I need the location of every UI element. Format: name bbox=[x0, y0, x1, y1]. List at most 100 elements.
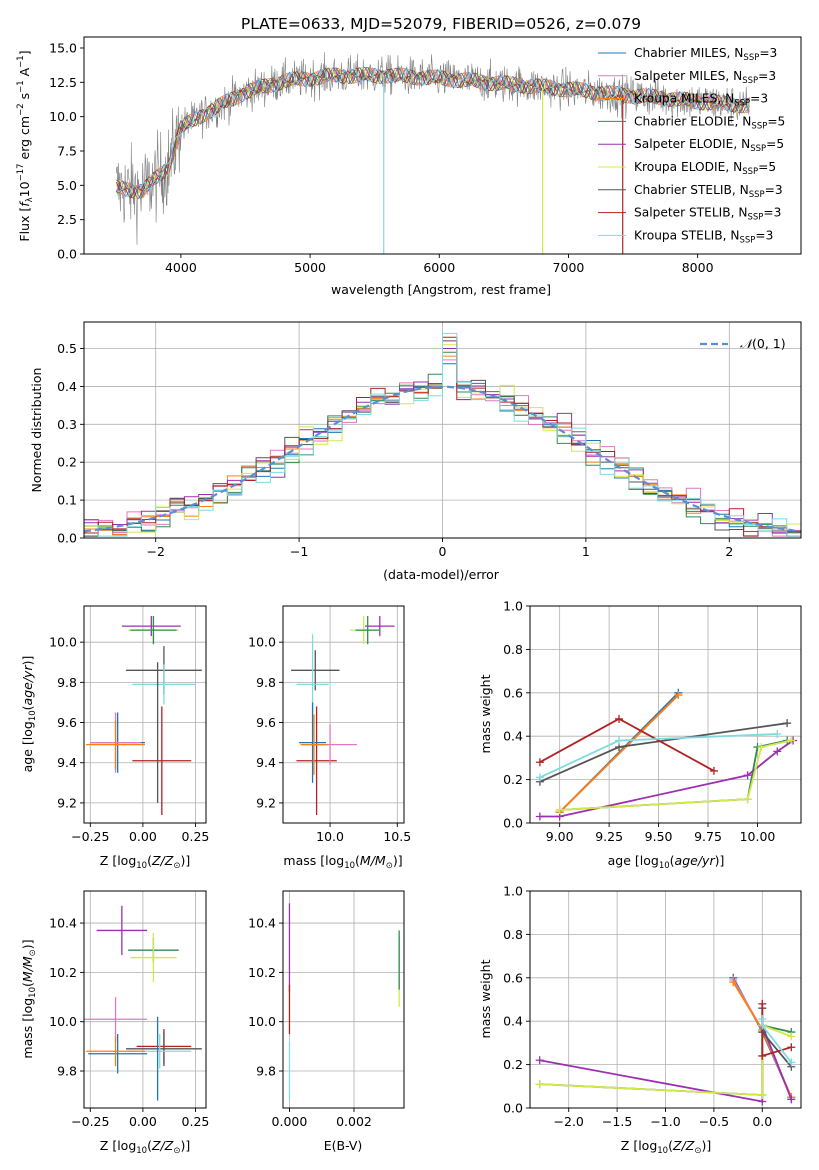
weight-marker bbox=[535, 812, 544, 821]
x-tick-label: 1 bbox=[582, 544, 590, 559]
weight-line bbox=[559, 739, 792, 811]
y-tick-label: 9.2 bbox=[256, 795, 276, 810]
y-tick-label: 9.4 bbox=[256, 755, 276, 770]
panel-spectrum: 4000 5000 6000 7000 8000 0.0 2.5 5.0 7.5 10.0 12.5… bbox=[16, 36, 802, 297]
y-tick-label: 9.4 bbox=[57, 755, 77, 770]
y-tick-label: 10.2 bbox=[248, 965, 276, 980]
x-tick-label: 0.000 bbox=[272, 1114, 308, 1129]
x-axis-label: Z [log10(Z/Z⊙)] bbox=[621, 1138, 711, 1156]
x-axis-label: age [log10(age/yr)] bbox=[608, 853, 725, 871]
weight-marker bbox=[709, 766, 718, 775]
plot-area bbox=[86, 616, 202, 815]
legend-label: Chabrier MILES, NSSP=3 bbox=[634, 46, 777, 63]
y-tick-label: 0.5 bbox=[57, 341, 77, 356]
axes-frame bbox=[282, 605, 405, 824]
weight-marker bbox=[758, 999, 767, 1008]
y-tick-label: 0.6 bbox=[503, 685, 523, 700]
x-tick-label: 9.50 bbox=[645, 829, 673, 844]
y-tick-label: 0.6 bbox=[503, 970, 523, 985]
weight-marker bbox=[787, 1095, 796, 1104]
weight-marker bbox=[787, 736, 796, 745]
weight-line bbox=[559, 694, 680, 813]
y-tick-label: 9.8 bbox=[256, 675, 276, 690]
x-axis-label: mass [log10(M/M⊙)] bbox=[283, 853, 402, 871]
x-tick-label: 0.00 bbox=[129, 829, 157, 844]
x-tick-label: 8000 bbox=[682, 260, 714, 275]
model-spectrum bbox=[116, 66, 750, 199]
y-axis-label: Flux [fλ10−17 erg cm−2 s−1 A−1] bbox=[16, 50, 35, 241]
model-spectrum bbox=[115, 67, 750, 199]
x-tick-label: 9.75 bbox=[694, 829, 722, 844]
plot-area bbox=[84, 332, 801, 537]
y-tick-label: 9.6 bbox=[256, 715, 276, 730]
legend-label: Kroupa ELODIE, NSSP=5 bbox=[634, 160, 776, 177]
y-tick-label: 10.0 bbox=[49, 109, 77, 124]
x-tick-label: 9.00 bbox=[546, 829, 574, 844]
weight-marker bbox=[615, 714, 624, 723]
legend-label: Salpeter MILES, NSSP=3 bbox=[634, 69, 776, 86]
legend-label: 𝒩(0, 1) bbox=[740, 336, 786, 351]
x-axis-label: Z [log10(Z/Z⊙)] bbox=[100, 853, 190, 871]
plot-area bbox=[288, 903, 400, 1101]
y-tick-label: 10.0 bbox=[49, 1014, 77, 1029]
x-tick-label: 10.00 bbox=[740, 829, 776, 844]
y-tick-label: 0.4 bbox=[503, 1014, 523, 1029]
axes-frame bbox=[83, 605, 207, 824]
weight-marker bbox=[758, 1051, 767, 1060]
y-axis-label: mass weight bbox=[478, 674, 493, 753]
plot-layer: 4000 5000 6000 7000 80000.02.55.07.510.012.5… bbox=[16, 36, 802, 1156]
model-spectrum bbox=[115, 67, 750, 196]
x-tick-label: 0.25 bbox=[182, 829, 210, 844]
x-tick-label: −2.0 bbox=[554, 1114, 584, 1129]
weight-marker bbox=[787, 1043, 796, 1052]
y-tick-label: 10.2 bbox=[49, 965, 77, 980]
x-tick-label: −0.25 bbox=[71, 829, 109, 844]
weight-marker bbox=[535, 773, 544, 782]
y-tick-label: 0.0 bbox=[57, 531, 77, 546]
x-tick-label: 7000 bbox=[553, 260, 585, 275]
y-tick-label: 9.8 bbox=[256, 1064, 276, 1079]
normal-curve bbox=[84, 385, 799, 533]
y-tick-label: 9.6 bbox=[57, 715, 77, 730]
legend-label: Kroupa STELIB, NSSP=3 bbox=[634, 228, 773, 245]
model-spectrum bbox=[115, 68, 750, 198]
model-spectrum bbox=[116, 67, 750, 199]
panel-weight-vs-age: 9.00 9.25 9.50 9.75 10.00 0.0 0.2 0.4 0.6 0.8 1.0 a… bbox=[478, 599, 802, 871]
legend-label: Chabrier ELODIE, NSSP=5 bbox=[634, 114, 785, 131]
y-tick-label: 10.0 bbox=[248, 635, 276, 650]
x-tick-label: −1.5 bbox=[602, 1114, 632, 1129]
weight-marker bbox=[535, 1080, 544, 1089]
y-tick-label: 2.5 bbox=[57, 212, 77, 227]
x-tick-label: 6000 bbox=[423, 260, 455, 275]
weight-marker bbox=[535, 1056, 544, 1065]
legend-label: Chabrier STELIB, NSSP=3 bbox=[634, 183, 783, 200]
y-tick-label: 0.4 bbox=[57, 379, 77, 394]
y-tick-label: 10.0 bbox=[49, 635, 77, 650]
y-tick-label: 0.2 bbox=[503, 1057, 523, 1072]
panel-residuals: −2 −1 0 1 2 0.0 0.1 0.2 0.3 0.4 0.5 𝒩(0, 1) (data-mo… bbox=[29, 321, 802, 582]
weight-marker bbox=[615, 736, 624, 745]
weight-marker bbox=[787, 1032, 796, 1041]
y-tick-label: 0.1 bbox=[57, 493, 77, 508]
weight-marker bbox=[773, 747, 782, 756]
weight-marker bbox=[758, 1090, 767, 1099]
plot-area bbox=[535, 973, 796, 1106]
x-tick-label: 2 bbox=[725, 544, 733, 559]
y-tick-label: 0.2 bbox=[57, 455, 77, 470]
y-tick-label: 9.2 bbox=[57, 795, 77, 810]
y-tick-label: 0.4 bbox=[503, 729, 523, 744]
weight-line bbox=[539, 1024, 792, 1096]
model-spectrum bbox=[115, 66, 750, 199]
panel-age-vs-mass: 10.0 10.5 9.2 9.4 9.6 9.8 10.0 mass [log10(M/M⊙… bbox=[248, 605, 411, 871]
model-spectrum bbox=[116, 67, 750, 197]
y-axis-label: mass [log10(M/M⊙)] bbox=[20, 939, 38, 1058]
y-axis-label: mass weight bbox=[478, 959, 493, 1038]
panel-age-vs-Z: −0.25 0.00 0.25 9.2 9.4 9.6 9.8 10.0 Z [log10(Z/… bbox=[20, 605, 210, 871]
axes-frame bbox=[83, 890, 207, 1109]
y-tick-label: 7.5 bbox=[57, 143, 77, 158]
weight-marker bbox=[555, 805, 564, 814]
axes-frame bbox=[282, 890, 405, 1109]
x-tick-label: 0.25 bbox=[182, 1114, 210, 1129]
y-tick-label: 0.0 bbox=[503, 816, 523, 831]
y-tick-label: 9.8 bbox=[57, 675, 77, 690]
